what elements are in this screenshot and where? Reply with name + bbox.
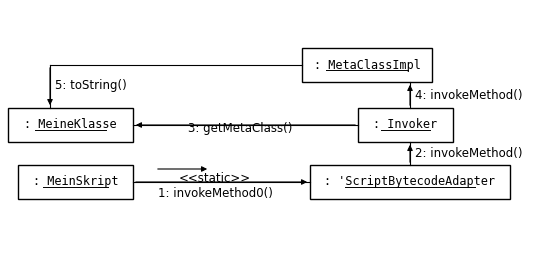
Bar [18,165,133,199]
Bar [302,48,432,82]
Bar [310,165,510,199]
Text: 5: toString(): 5: toString() [55,79,127,91]
Text: : Invoker: : Invoker [373,119,437,132]
Text: : MetaClassImpl: : MetaClassImpl [313,59,420,71]
Text: 2: invokeMethod(): 2: invokeMethod() [415,146,523,159]
Text: 3: getMetaClass(): 3: getMetaClass() [188,122,292,135]
Text: : MeinSkript: : MeinSkript [33,176,118,188]
Text: <<static>>
1: invokeMethod0(): <<static>> 1: invokeMethod0() [158,172,272,200]
Bar [358,108,453,142]
Bar [8,108,133,142]
Text: : MeineKlasse: : MeineKlasse [24,119,117,132]
Text: 4: invokeMethod(): 4: invokeMethod() [415,89,523,101]
Text: : 'ScriptBytecodeAdapter: : 'ScriptBytecodeAdapter [324,176,496,188]
